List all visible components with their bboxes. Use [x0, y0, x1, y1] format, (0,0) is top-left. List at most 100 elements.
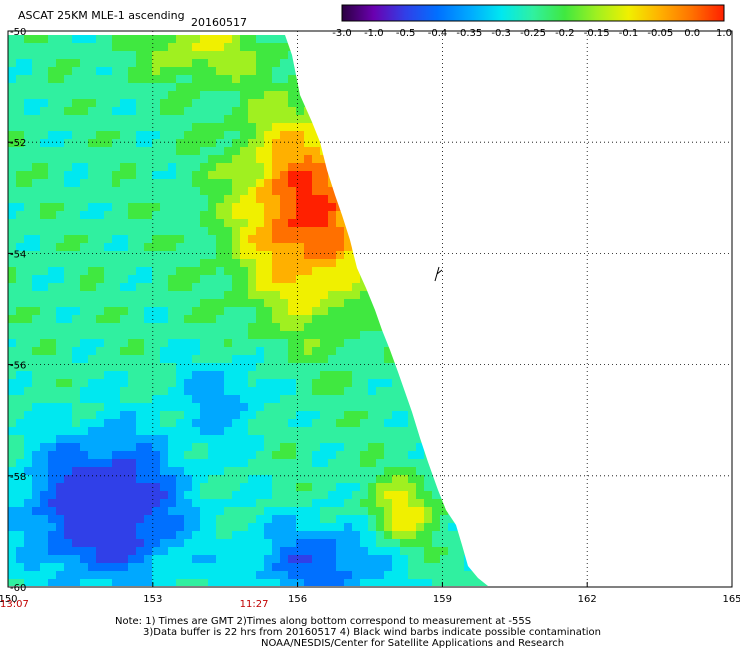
swath-cell	[440, 259, 448, 267]
swath-cell	[440, 467, 448, 475]
swath-cell	[304, 443, 312, 451]
swath-cell	[368, 339, 376, 347]
swath-cell	[104, 379, 112, 387]
swath-cell	[392, 155, 400, 163]
swath-cell	[72, 387, 80, 395]
swath-cell	[56, 363, 64, 371]
swath-cell	[24, 459, 32, 467]
swath-cell	[32, 331, 40, 339]
swath-cell	[256, 171, 264, 179]
swath-cell	[440, 91, 448, 99]
swath-cell	[360, 243, 368, 251]
swath-cell	[40, 115, 48, 123]
swath-cell	[408, 579, 416, 586]
swath-cell	[8, 395, 16, 403]
swath-cell	[88, 43, 96, 51]
swath-cell	[176, 99, 184, 107]
swath-cell	[104, 307, 112, 315]
swath-cell	[112, 363, 120, 371]
swath-cell	[88, 483, 96, 491]
swath-cell	[424, 195, 432, 203]
swath-cell	[80, 299, 88, 307]
swath-cell	[80, 203, 88, 211]
swath-cell	[16, 139, 24, 147]
swath-cell	[312, 139, 320, 147]
swath-cell	[488, 483, 496, 491]
swath-cell	[216, 547, 224, 555]
swath-cell	[304, 499, 312, 507]
swath-cell	[232, 483, 240, 491]
swath-cell	[288, 419, 296, 427]
swath-cell	[280, 539, 288, 547]
swath-cell	[16, 443, 24, 451]
swath-cell	[472, 451, 480, 459]
swath-cell	[432, 195, 440, 203]
swath-cell	[176, 411, 184, 419]
swath-cell	[440, 283, 448, 291]
swath-cell	[328, 451, 336, 459]
swath-cell	[136, 267, 144, 275]
swath-cell	[416, 355, 424, 363]
swath-cell	[128, 235, 136, 243]
swath-cell	[360, 43, 368, 51]
swath-cell	[288, 187, 296, 195]
swath-cell	[488, 227, 496, 235]
swath-cell	[312, 155, 320, 163]
swath-cell	[448, 211, 456, 219]
swath-cell	[128, 459, 136, 467]
swath-cell	[240, 275, 248, 283]
swath-cell	[464, 43, 472, 51]
swath-cell	[104, 547, 112, 555]
swath-cell	[152, 115, 160, 123]
swath-cell	[168, 419, 176, 427]
swath-cell	[168, 579, 176, 586]
swath-cell	[480, 99, 488, 107]
swath-cell	[200, 83, 208, 91]
swath-cell	[480, 499, 488, 507]
swath-cell	[344, 555, 352, 563]
swath-cell	[272, 523, 280, 531]
swath-cell	[8, 339, 16, 347]
swath-cell	[480, 179, 488, 187]
swath-cell	[40, 219, 48, 227]
swath-cell	[32, 347, 40, 355]
swath-cell	[312, 187, 320, 195]
swath-cell	[224, 459, 232, 467]
swath-cell	[392, 459, 400, 467]
swath-cell	[88, 35, 96, 43]
swath-cell	[288, 67, 296, 75]
swath-cell	[168, 267, 176, 275]
swath-cell	[256, 491, 264, 499]
swath-cell	[304, 547, 312, 555]
swath-cell	[88, 475, 96, 483]
swath-cell	[440, 187, 448, 195]
swath-cell	[80, 147, 88, 155]
swath-cell	[296, 387, 304, 395]
swath-cell	[80, 363, 88, 371]
swath-cell	[320, 147, 328, 155]
swath-cell	[264, 387, 272, 395]
swath-cell	[168, 363, 176, 371]
gridlines	[8, 31, 732, 587]
swath-cell	[328, 491, 336, 499]
swath-cell	[88, 139, 96, 147]
swath-cell	[32, 123, 40, 131]
swath-cell	[320, 555, 328, 563]
swath-cell	[104, 459, 112, 467]
swath-cell	[344, 267, 352, 275]
swath-cell	[264, 259, 272, 267]
swath-cell	[464, 483, 472, 491]
swath-cell	[408, 371, 416, 379]
swath-cell	[240, 331, 248, 339]
swath-cell	[448, 411, 456, 419]
swath-cell	[200, 251, 208, 259]
swath-cell	[88, 427, 96, 435]
swath-cell	[352, 67, 360, 75]
swath-cell	[384, 115, 392, 123]
swath-cell	[424, 51, 432, 59]
swath-cell	[264, 323, 272, 331]
swath-cell	[336, 459, 344, 467]
swath-cell	[376, 139, 384, 147]
swath-cell	[160, 59, 168, 67]
swath-cell	[112, 571, 120, 579]
